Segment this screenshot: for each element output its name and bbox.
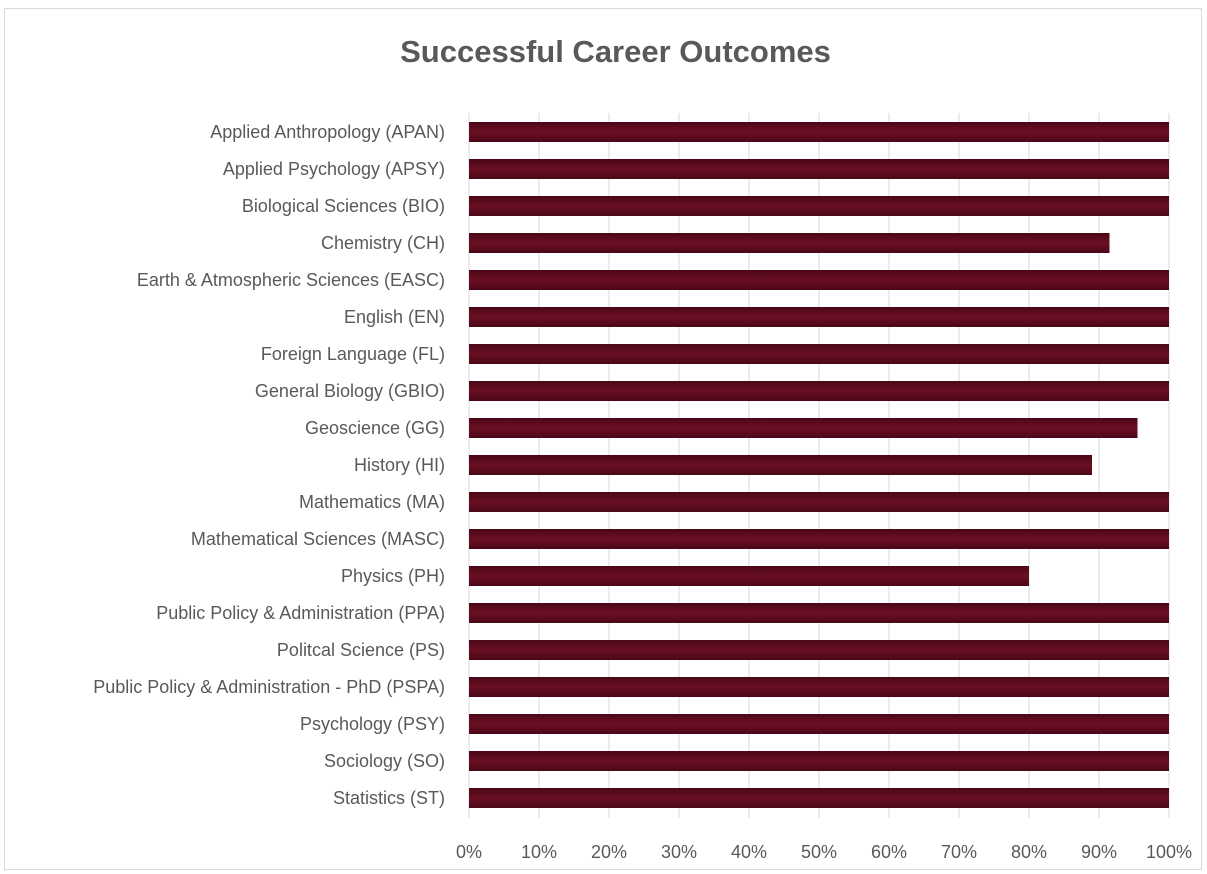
x-tick-label: 80%	[1011, 842, 1047, 862]
category-label: Sociology (SO)	[324, 751, 445, 771]
bar	[469, 788, 1169, 808]
category-label: Physics (PH)	[341, 566, 445, 586]
bar	[469, 751, 1169, 771]
category-label: Statistics (ST)	[333, 788, 445, 808]
x-tick-label: 60%	[871, 842, 907, 862]
category-label: Applied Psychology (APSY)	[223, 159, 445, 179]
x-tick-label: 50%	[801, 842, 837, 862]
category-label: Chemistry (CH)	[321, 233, 445, 253]
category-label: Psychology (PSY)	[300, 714, 445, 734]
category-label: Mathematics (MA)	[299, 492, 445, 512]
category-label: English (EN)	[344, 307, 445, 327]
category-label: Public Policy & Administration - PhD (PS…	[93, 677, 445, 697]
bar	[469, 307, 1169, 327]
x-tick-labels: 0% 10% 20% 30% 40% 50% 60% 70% 80% 90% 100%	[456, 842, 1192, 862]
x-tick-label: 10%	[521, 842, 557, 862]
category-label: Earth & Atmospheric Sciences (EASC)	[137, 270, 445, 290]
bar	[469, 529, 1169, 549]
category-label: Politcal Science (PS)	[277, 640, 445, 660]
category-label: Mathematical Sciences (MASC)	[191, 529, 445, 549]
bar	[469, 344, 1169, 364]
bar	[469, 714, 1169, 734]
category-label: Geoscience (GG)	[305, 418, 445, 438]
bar	[469, 122, 1169, 142]
bar	[469, 566, 1029, 586]
x-tick-label: 40%	[731, 842, 767, 862]
bar	[469, 603, 1169, 623]
category-label: Biological Sciences (BIO)	[242, 196, 445, 216]
category-label: Foreign Language (FL)	[261, 344, 445, 364]
category-label: General Biology (GBIO)	[255, 381, 445, 401]
bar	[469, 640, 1169, 660]
category-label: History (HI)	[354, 455, 445, 475]
x-tick-label: 100%	[1146, 842, 1192, 862]
bar	[469, 418, 1138, 438]
category-labels: Applied Anthropology (APAN) Applied Psych…	[93, 122, 445, 808]
bar	[469, 196, 1169, 216]
bar	[469, 492, 1169, 512]
category-label: Applied Anthropology (APAN)	[210, 122, 445, 142]
bar	[469, 270, 1169, 290]
x-tick-label: 20%	[591, 842, 627, 862]
x-tick-label: 0%	[456, 842, 482, 862]
bar	[469, 381, 1169, 401]
x-tick-label: 30%	[661, 842, 697, 862]
x-tick-label: 90%	[1081, 842, 1117, 862]
bar	[469, 677, 1169, 697]
chart-title: Successful Career Outcomes	[400, 34, 831, 69]
category-label: Public Policy & Administration (PPA)	[156, 603, 445, 623]
bar	[469, 233, 1110, 253]
bars	[469, 122, 1169, 808]
bar	[469, 455, 1092, 475]
bar	[469, 159, 1169, 179]
x-tick-label: 70%	[941, 842, 977, 862]
